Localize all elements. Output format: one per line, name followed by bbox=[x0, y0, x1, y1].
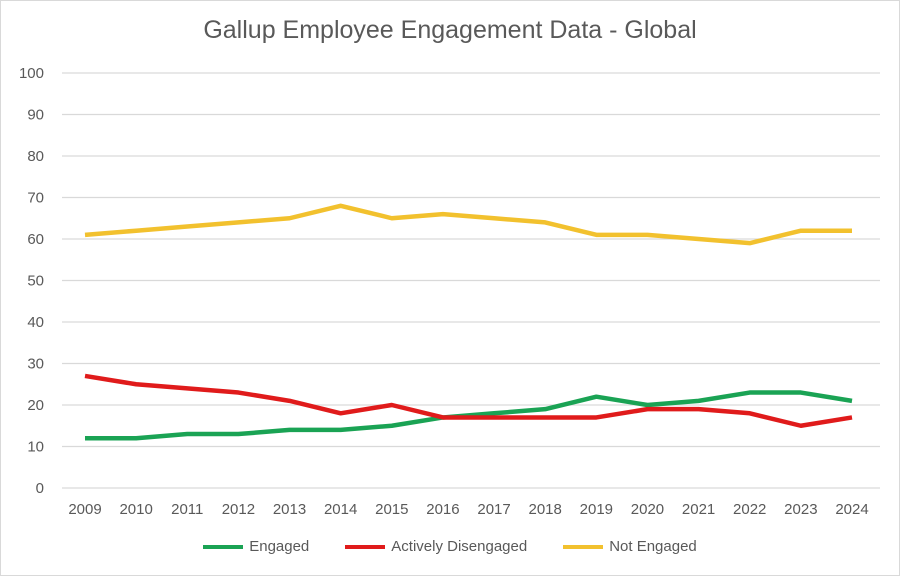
x-tick-label: 2016 bbox=[426, 501, 459, 518]
legend-item: Engaged bbox=[203, 538, 309, 555]
chart-title: Gallup Employee Engagement Data - Global bbox=[203, 16, 697, 44]
x-tick-label: 2019 bbox=[580, 501, 613, 518]
y-tick-label: 30 bbox=[27, 356, 44, 373]
x-tick-label: 2009 bbox=[68, 501, 101, 518]
x-tick-label: 2024 bbox=[835, 501, 868, 518]
legend-label: Not Engaged bbox=[609, 538, 697, 555]
x-tick-label: 2015 bbox=[375, 501, 408, 518]
x-tick-label: 2013 bbox=[273, 501, 306, 518]
series-line-actively-disengaged bbox=[84, 373, 853, 428]
y-tick-label: 90 bbox=[27, 107, 44, 124]
x-tick-label: 2018 bbox=[529, 501, 562, 518]
x-tick-label: 2014 bbox=[324, 501, 357, 518]
x-tick-label: 2017 bbox=[477, 501, 510, 518]
legend-item: Actively Disengaged bbox=[345, 538, 527, 555]
y-tick-label: 70 bbox=[27, 190, 44, 207]
x-tick-label: 2012 bbox=[222, 501, 255, 518]
x-tick-label: 2011 bbox=[171, 501, 203, 518]
y-tick-label: 20 bbox=[27, 397, 44, 414]
legend: Engaged Actively Disengaged Not Engaged bbox=[0, 538, 900, 555]
x-tick-label: 2010 bbox=[119, 501, 152, 518]
series-line-not-engaged bbox=[84, 203, 852, 246]
x-tick-label: 2020 bbox=[631, 501, 664, 518]
legend-swatch bbox=[345, 544, 386, 549]
x-tick-label: 2022 bbox=[733, 501, 766, 518]
y-tick-label: 50 bbox=[27, 273, 44, 290]
x-tick-label: 2023 bbox=[784, 501, 817, 518]
y-tick-label: 60 bbox=[27, 231, 44, 248]
y-tick-label: 10 bbox=[27, 439, 44, 456]
legend-swatch bbox=[203, 544, 244, 549]
legend-label: Engaged bbox=[249, 538, 310, 555]
y-tick-label: 40 bbox=[27, 314, 44, 331]
legend-label: Actively Disengaged bbox=[391, 538, 528, 555]
x-tick-label: 2021 bbox=[682, 501, 715, 518]
legend-swatch bbox=[563, 544, 604, 549]
y-tick-label: 80 bbox=[27, 148, 44, 165]
y-tick-label: 0 bbox=[36, 480, 44, 497]
y-tick-label: 100 bbox=[19, 65, 44, 82]
legend-item: Not Engaged bbox=[563, 538, 697, 555]
